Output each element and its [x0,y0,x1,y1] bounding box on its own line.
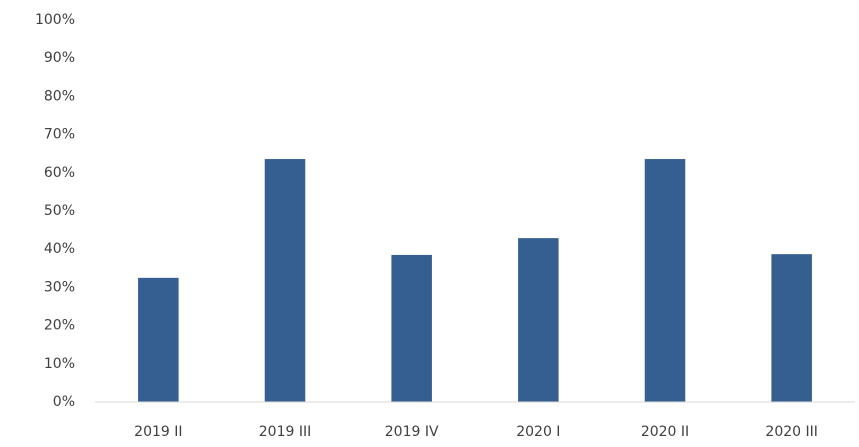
y-tick-label: 0% [53,394,75,410]
bar [771,254,812,402]
bar [518,238,559,402]
bar [644,159,686,402]
y-tick-label: 30% [44,279,75,295]
y-tick-label: 10% [44,356,75,372]
y-tick-label: 80% [44,88,75,104]
bar [264,159,306,402]
x-tick-label: 2020 I [516,424,560,440]
y-tick-label: 50% [44,203,75,219]
x-tick-label: 2019 III [259,424,311,440]
x-tick-label: 2019 IV [385,424,439,440]
x-tick-label: 2019 II [134,424,182,440]
bar [391,254,432,402]
x-tick-label: 2020 III [765,424,817,440]
y-tick-label: 60% [44,165,75,181]
y-tick-label: 40% [44,241,75,257]
x-tick-label: 2020 II [641,424,689,440]
bar [138,277,179,402]
y-tick-label: 70% [44,127,75,143]
y-tick-label: 90% [44,50,75,66]
y-tick-label: 20% [44,318,75,334]
y-tick-label: 100% [35,12,75,28]
